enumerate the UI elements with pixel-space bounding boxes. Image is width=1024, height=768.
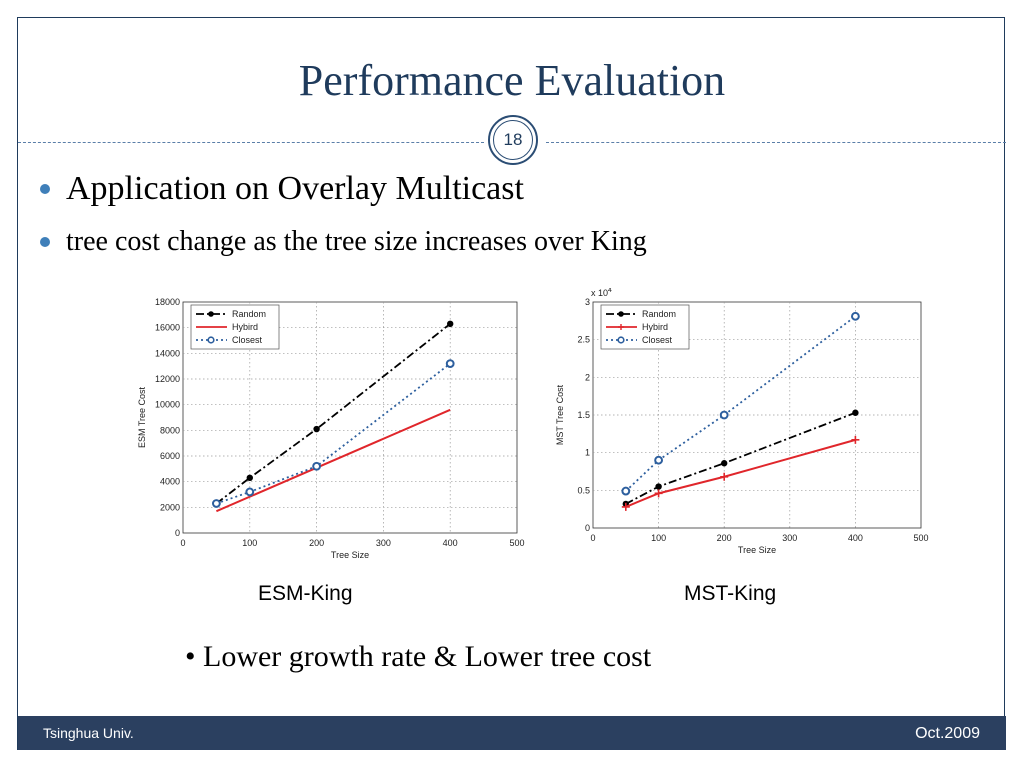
legend-label-random: Random bbox=[232, 309, 266, 319]
legend-marker bbox=[617, 336, 625, 344]
divider-right bbox=[546, 142, 1006, 143]
legend-label-hybird: Hybird bbox=[232, 322, 258, 332]
y-tick-label: 4000 bbox=[160, 477, 180, 487]
data-point-hybird bbox=[654, 489, 663, 498]
y-tick-label: 2.5 bbox=[577, 335, 590, 345]
page-number-badge: 18 bbox=[488, 115, 538, 165]
page-number: 18 bbox=[493, 120, 533, 160]
data-point-random bbox=[246, 474, 253, 482]
legend-marker bbox=[207, 336, 215, 344]
bullet-dot-icon bbox=[40, 237, 50, 247]
data-point-random bbox=[313, 425, 320, 433]
bullet-text-2: tree cost change as the tree size increa… bbox=[66, 226, 647, 257]
conclusion-note: • Lower growth rate & Lower tree cost bbox=[185, 640, 652, 673]
mst-king-chart: 0 100 200 300 400 500 0 0.5 1 1.5 2 2.5 3 Tree Size MS… bbox=[555, 288, 929, 555]
y-tick-label: 1.5 bbox=[577, 410, 590, 420]
y-tick-label: 8000 bbox=[160, 425, 180, 435]
y-tick-label: 2000 bbox=[160, 502, 180, 512]
legend-marker bbox=[618, 311, 624, 317]
series-line-hybird bbox=[625, 438, 856, 508]
data-point-random bbox=[852, 409, 859, 416]
data-point-hybird bbox=[851, 435, 860, 444]
series-line-random bbox=[625, 411, 856, 505]
series-line-random bbox=[215, 323, 451, 505]
data-point-closest bbox=[654, 455, 663, 465]
data-point-hybird bbox=[720, 472, 729, 481]
divider-left bbox=[18, 142, 484, 143]
series-line-closest bbox=[625, 315, 856, 492]
axis-exponent-label: x 104 bbox=[591, 288, 612, 298]
y-tick-label: 3 bbox=[585, 297, 590, 307]
x-tick-label: 0 bbox=[590, 533, 595, 543]
y-tick-label: 0 bbox=[175, 528, 180, 538]
bullet-item-2: tree cost change as the tree size increa… bbox=[40, 226, 647, 258]
x-tick-label: 200 bbox=[309, 538, 324, 548]
x-axis-label: Tree Size bbox=[738, 545, 776, 555]
y-axis-label: MST Tree Cost bbox=[555, 384, 565, 445]
y-tick-label: 6000 bbox=[160, 451, 180, 461]
data-point-closest bbox=[445, 359, 455, 368]
legend-label-closest: Closest bbox=[642, 335, 673, 345]
caption-mst-king: MST-King bbox=[684, 582, 777, 605]
series-line-hybird bbox=[216, 408, 451, 513]
data-point-closest bbox=[719, 410, 729, 420]
footer-bar: Tsinghua Univ. Oct.2009 bbox=[18, 716, 1006, 750]
data-point-closest bbox=[851, 311, 860, 321]
data-point-hybird bbox=[621, 502, 630, 511]
y-tick-label: 10000 bbox=[155, 400, 180, 410]
y-tick-label: 1 bbox=[585, 448, 590, 458]
x-tick-label: 300 bbox=[782, 533, 797, 543]
bullet-item-1: Application on Overlay Multicast bbox=[40, 170, 524, 208]
page-title: Performance Evaluation bbox=[298, 56, 726, 105]
caption-esm-king: ESM-King bbox=[258, 582, 353, 605]
x-tick-label: 100 bbox=[651, 533, 666, 543]
bullet-dot-icon bbox=[40, 184, 50, 194]
data-point-random bbox=[655, 483, 662, 490]
x-axis-label: Tree Size bbox=[331, 550, 369, 560]
x-tick-label: 500 bbox=[913, 533, 928, 543]
axis-exponent-power: 4 bbox=[608, 288, 612, 294]
y-axis-label: ESM Tree Cost bbox=[137, 386, 147, 448]
legend-marker bbox=[618, 324, 624, 330]
bullet-text-1: Application on Overlay Multicast bbox=[66, 170, 524, 207]
y-tick-label: 12000 bbox=[155, 374, 180, 384]
footer-date: Oct.2009 bbox=[915, 725, 980, 742]
data-point-random bbox=[447, 320, 454, 328]
footer-institution: Tsinghua Univ. bbox=[43, 725, 134, 741]
esm-king-chart: 0 100 200 300 400 500 0 2000 4000 6000 8000 10000 12… bbox=[137, 297, 525, 560]
x-tick-label: 100 bbox=[242, 538, 257, 548]
x-tick-label: 0 bbox=[180, 538, 185, 548]
legend-label-hybird: Hybird bbox=[642, 322, 668, 332]
data-point-closest bbox=[621, 486, 631, 496]
x-tick-label: 200 bbox=[717, 533, 732, 543]
data-point-closest bbox=[212, 499, 221, 508]
data-point-closest bbox=[312, 461, 322, 471]
y-tick-label: 14000 bbox=[155, 348, 180, 358]
legend-label-closest: Closest bbox=[232, 335, 263, 345]
legend-marker bbox=[208, 311, 214, 317]
series-line-closest bbox=[216, 362, 451, 505]
x-tick-label: 400 bbox=[848, 533, 863, 543]
y-tick-label: 18000 bbox=[155, 297, 180, 307]
x-tick-label: 500 bbox=[509, 538, 524, 548]
legend-label-random: Random bbox=[642, 309, 676, 319]
y-tick-label: 16000 bbox=[155, 323, 180, 333]
y-tick-label: 0 bbox=[585, 523, 590, 533]
y-tick-label: 2 bbox=[585, 372, 590, 382]
x-tick-label: 400 bbox=[443, 538, 458, 548]
data-point-closest bbox=[245, 487, 255, 497]
x-tick-label: 300 bbox=[376, 538, 391, 548]
y-tick-label: 0.5 bbox=[577, 485, 590, 495]
data-point-random bbox=[721, 460, 728, 467]
